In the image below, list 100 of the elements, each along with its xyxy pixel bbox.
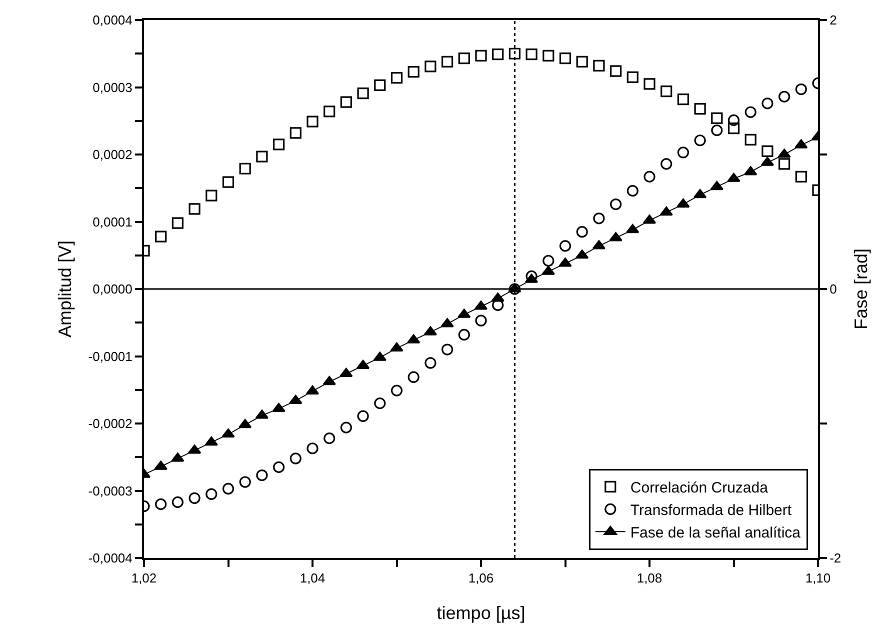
point xyxy=(475,314,487,326)
point xyxy=(593,212,605,224)
point xyxy=(408,371,420,383)
point xyxy=(458,328,470,341)
point xyxy=(424,60,436,72)
point xyxy=(306,442,318,454)
point xyxy=(762,98,774,110)
y2-tick-label: 0 xyxy=(830,282,837,297)
point xyxy=(324,106,336,118)
point xyxy=(660,85,672,98)
point xyxy=(542,50,554,62)
y-tick-label: 0,0003 xyxy=(92,80,132,95)
y-axis-title: Amplitud [V] xyxy=(55,240,76,338)
x-tick-label: 1,02 xyxy=(131,570,157,586)
point xyxy=(154,460,168,470)
y2-tick-label: 2 xyxy=(830,12,837,28)
point xyxy=(222,482,234,495)
point xyxy=(795,83,807,96)
point xyxy=(357,410,369,422)
point xyxy=(273,461,285,474)
point xyxy=(458,52,470,64)
point xyxy=(778,148,791,158)
point xyxy=(778,158,790,170)
point xyxy=(204,436,218,446)
y-tick-label: 0,0004 xyxy=(92,12,132,28)
legend-label: Correlación Cruzada xyxy=(630,480,769,497)
point xyxy=(374,79,386,92)
point xyxy=(610,65,622,77)
point xyxy=(542,266,555,275)
point xyxy=(390,72,403,84)
point xyxy=(728,122,740,134)
point xyxy=(155,498,167,510)
point xyxy=(744,106,756,118)
point xyxy=(407,334,420,344)
point xyxy=(795,170,807,182)
point xyxy=(526,48,538,60)
point xyxy=(340,368,353,378)
point xyxy=(677,94,689,106)
point xyxy=(559,52,572,64)
y-tick-label: -0,0002 xyxy=(88,416,132,432)
point xyxy=(188,203,200,215)
point xyxy=(794,139,808,148)
point xyxy=(558,258,572,267)
point xyxy=(660,158,672,170)
point xyxy=(609,232,622,242)
point xyxy=(273,138,285,150)
point xyxy=(306,116,318,128)
point xyxy=(373,352,386,361)
point xyxy=(206,488,218,500)
point xyxy=(711,124,723,136)
point xyxy=(660,206,673,216)
x-tick-label: 1,10 xyxy=(805,570,831,586)
point xyxy=(290,127,302,139)
point xyxy=(728,114,740,126)
point xyxy=(390,384,403,396)
y-tick-label: -0,0004 xyxy=(88,550,132,566)
point xyxy=(542,254,554,267)
x-tick-label: 1,06 xyxy=(468,570,494,586)
point xyxy=(239,162,251,174)
point xyxy=(576,56,588,68)
point xyxy=(424,357,436,369)
point xyxy=(644,78,656,90)
point xyxy=(727,172,740,182)
point xyxy=(677,146,689,158)
point xyxy=(340,96,352,108)
point xyxy=(222,428,235,438)
point xyxy=(289,394,302,404)
x-tick-label: 1,08 xyxy=(636,570,662,586)
point xyxy=(491,292,504,302)
point xyxy=(390,342,404,352)
point xyxy=(440,318,454,328)
y2-axis-title: Fase [rad] xyxy=(850,248,871,330)
point xyxy=(508,48,520,60)
point xyxy=(778,90,790,102)
point xyxy=(256,469,268,482)
point xyxy=(492,48,504,60)
point xyxy=(644,170,656,182)
point xyxy=(744,134,756,146)
y-tick-label: 0,0000 xyxy=(92,282,132,297)
point xyxy=(290,452,302,464)
point xyxy=(238,419,252,428)
point xyxy=(576,250,589,259)
point xyxy=(239,476,251,488)
point xyxy=(172,217,184,229)
point xyxy=(710,180,724,190)
point xyxy=(475,50,487,62)
point xyxy=(626,185,638,197)
y-tick-label: -0,0003 xyxy=(88,483,132,498)
point xyxy=(408,66,420,78)
point xyxy=(171,452,184,462)
point xyxy=(694,134,706,146)
point xyxy=(711,112,723,124)
legend-label: Transformada de Hilbert xyxy=(630,502,792,520)
point xyxy=(272,402,286,412)
point xyxy=(172,496,184,508)
point xyxy=(762,145,774,157)
point xyxy=(188,492,200,504)
point xyxy=(357,88,369,100)
point xyxy=(442,56,454,68)
point xyxy=(508,283,522,292)
